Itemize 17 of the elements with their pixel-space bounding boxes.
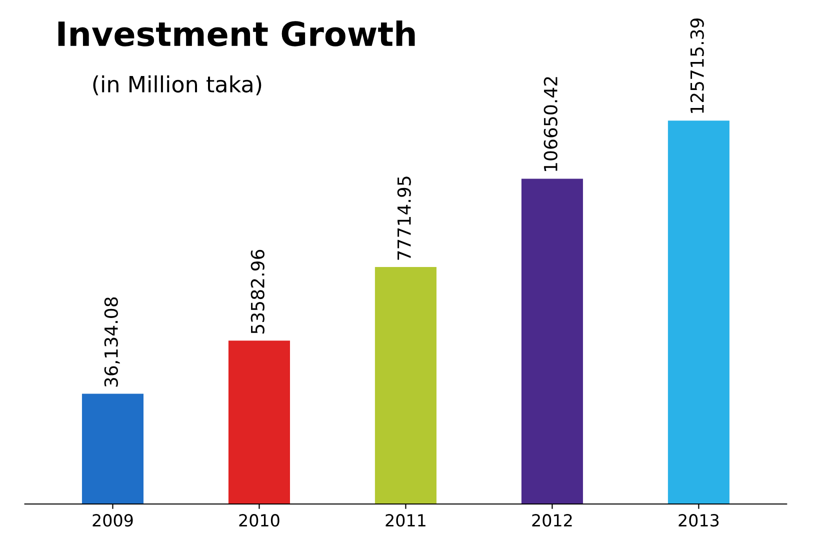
x-tick-label: 2009 [92,514,133,527]
chart-title: Investment Growth [58,20,415,46]
bar [521,178,583,504]
x-tick-label: 2012 [532,514,572,527]
bar [82,394,144,504]
bar [228,340,290,504]
x-tick-label: 2010 [239,514,280,527]
x-tick-label: 2011 [386,514,426,527]
x-tick-label: 2013 [678,514,719,527]
data-label: 125715.39 [690,18,704,113]
chart-subtitle: (in Million taka) [93,75,262,96]
data-label: 36,134.08 [104,297,120,387]
data-label: 77714.95 [397,176,411,260]
bar [668,120,730,504]
data-label: 106650.42 [544,77,558,172]
data-label: 53582.96 [250,250,264,334]
bar [374,267,436,504]
